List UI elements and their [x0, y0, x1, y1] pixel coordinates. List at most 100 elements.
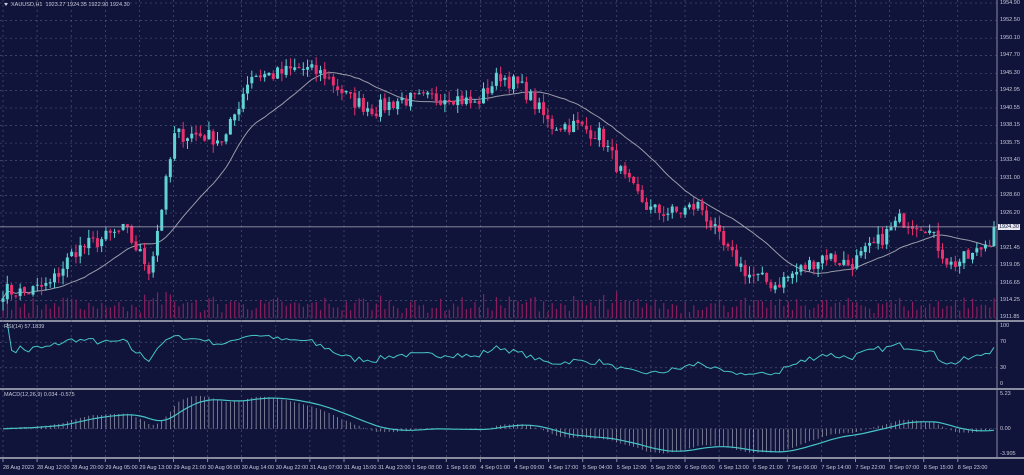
- volume-bar: [328, 303, 330, 318]
- volume-bar: [135, 307, 137, 318]
- volume-bar: [165, 291, 167, 318]
- candle-body: [610, 147, 614, 151]
- volume-bar: [422, 304, 425, 318]
- volume-bar: [710, 303, 712, 318]
- candle-body: [100, 239, 104, 247]
- candle-body: [391, 101, 395, 109]
- candle-body: [151, 256, 155, 273]
- volume-bar: [650, 306, 652, 318]
- candle-body: [297, 66, 301, 69]
- volume-bar: [345, 301, 347, 318]
- volume-bar: [251, 310, 253, 318]
- volume-bar: [96, 308, 99, 318]
- candle-body: [919, 229, 923, 231]
- volume-bar: [62, 297, 64, 318]
- volume-bar: [277, 297, 279, 318]
- ohlc-close: 1924.30: [109, 2, 130, 8]
- candle-body: [739, 263, 743, 267]
- time-axis-label: 29 Aug 13:00: [139, 465, 172, 471]
- candle-body: [880, 233, 884, 246]
- volume-bar: [122, 306, 124, 318]
- volume-bar: [392, 305, 395, 318]
- volume-bar: [457, 306, 459, 318]
- candle-body: [494, 72, 498, 86]
- volume-bar: [470, 308, 472, 318]
- price-axis-label: 1931.00: [1000, 174, 1020, 181]
- candle-body: [838, 263, 842, 265]
- volume-bar: [461, 297, 463, 318]
- candle-body: [95, 238, 99, 248]
- volume-bar: [877, 303, 879, 318]
- candle-body: [370, 108, 374, 115]
- candle-body: [22, 287, 26, 293]
- volume-bar: [234, 301, 236, 318]
- candle-body: [451, 100, 455, 105]
- candle-body: [35, 284, 39, 286]
- price-axis-label: 1952.50: [1000, 17, 1020, 24]
- candle-body: [481, 88, 485, 104]
- candle-body: [893, 220, 897, 228]
- candle-body: [850, 264, 854, 270]
- candle-body: [679, 212, 683, 214]
- candle-body: [147, 265, 151, 274]
- candle-body: [366, 108, 370, 112]
- candle-body: [512, 76, 516, 90]
- volume-bar: [731, 307, 733, 318]
- time-axis-label: 30 Aug 06:00: [207, 465, 241, 471]
- candle-body: [765, 272, 769, 282]
- volume-bar: [315, 301, 317, 318]
- candle-body: [722, 231, 726, 246]
- time-axis-label: 8 Sep 23:00: [957, 465, 988, 471]
- candle-body: [816, 262, 820, 269]
- candle-body: [602, 128, 606, 148]
- candle-body: [619, 166, 623, 171]
- volume-bar: [465, 309, 468, 318]
- candle-body: [48, 282, 52, 284]
- volume-bar: [573, 295, 575, 318]
- candle-body: [87, 237, 91, 249]
- time-axis-label: 4 Sep 09:00: [514, 465, 545, 471]
- candle-body: [190, 133, 194, 139]
- rsi-axis-label: 70: [1000, 338, 1007, 345]
- volume-bar: [268, 301, 270, 318]
- volume-bar: [32, 298, 34, 318]
- price-axis-label: 1928.60: [1000, 192, 1020, 199]
- candle-body: [983, 244, 987, 249]
- candle-body: [417, 93, 421, 95]
- volume-bar: [555, 308, 558, 318]
- candle-body: [606, 146, 610, 148]
- candle-body: [117, 230, 121, 232]
- price-axis-label: 1914.25: [1000, 297, 1020, 304]
- collapse-triangle-icon[interactable]: [4, 3, 8, 7]
- candle-body: [14, 295, 18, 297]
- candle-body: [923, 231, 927, 234]
- candle-body: [906, 227, 910, 229]
- candle-body: [336, 86, 340, 90]
- volume-bar: [238, 302, 240, 318]
- volume-bar: [714, 303, 716, 318]
- candle-body: [276, 67, 280, 79]
- candle-body: [194, 132, 198, 135]
- candle-body: [803, 264, 807, 270]
- volume-bar: [817, 304, 819, 318]
- candle-body: [962, 251, 966, 264]
- volume-bar: [195, 299, 197, 318]
- volume-bar: [19, 307, 21, 318]
- candle-body: [988, 245, 992, 247]
- candle-body: [421, 92, 425, 94]
- time-axis-label: 5 Sep 04:00: [582, 465, 613, 471]
- volume-bar: [753, 300, 755, 318]
- candle-body: [915, 227, 919, 230]
- time-axis-label: 7 Sep 14:00: [821, 465, 852, 471]
- volume-bar: [289, 303, 292, 318]
- price-axis-label: 1916.65: [1000, 279, 1020, 286]
- volume-bar: [478, 307, 480, 318]
- volume-bar: [131, 304, 133, 318]
- time-axis-label: 31 Aug 23:00: [378, 465, 411, 471]
- candle-body: [842, 259, 846, 265]
- volume-bar: [144, 294, 146, 318]
- volume-bar: [79, 308, 81, 318]
- volume-bar: [487, 307, 489, 318]
